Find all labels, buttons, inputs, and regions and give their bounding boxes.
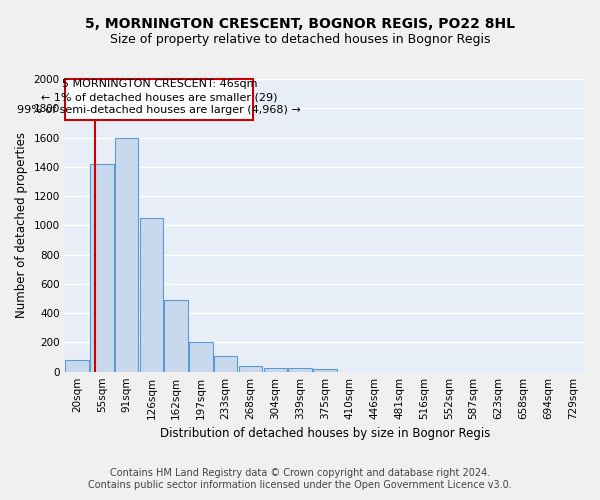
- Bar: [288, 368, 312, 372]
- Text: 5 MORNINGTON CRESCENT: 46sqm: 5 MORNINGTON CRESCENT: 46sqm: [62, 79, 257, 89]
- Text: ← 1% of detached houses are smaller (29): ← 1% of detached houses are smaller (29): [41, 92, 278, 102]
- Bar: [214, 356, 238, 372]
- Bar: [263, 368, 287, 372]
- Bar: [239, 366, 262, 372]
- FancyBboxPatch shape: [65, 79, 253, 120]
- Bar: [140, 218, 163, 372]
- Text: 99% of semi-detached houses are larger (4,968) →: 99% of semi-detached houses are larger (…: [17, 106, 301, 116]
- Bar: [65, 360, 89, 372]
- Bar: [115, 138, 139, 372]
- Text: Contains public sector information licensed under the Open Government Licence v3: Contains public sector information licen…: [88, 480, 512, 490]
- Bar: [90, 164, 113, 372]
- X-axis label: Distribution of detached houses by size in Bognor Regis: Distribution of detached houses by size …: [160, 427, 490, 440]
- Bar: [164, 300, 188, 372]
- Y-axis label: Number of detached properties: Number of detached properties: [15, 132, 28, 318]
- Bar: [189, 342, 213, 372]
- Text: 5, MORNINGTON CRESCENT, BOGNOR REGIS, PO22 8HL: 5, MORNINGTON CRESCENT, BOGNOR REGIS, PO…: [85, 18, 515, 32]
- Text: Size of property relative to detached houses in Bognor Regis: Size of property relative to detached ho…: [110, 32, 490, 46]
- Text: Contains HM Land Registry data © Crown copyright and database right 2024.: Contains HM Land Registry data © Crown c…: [110, 468, 490, 477]
- Bar: [313, 369, 337, 372]
